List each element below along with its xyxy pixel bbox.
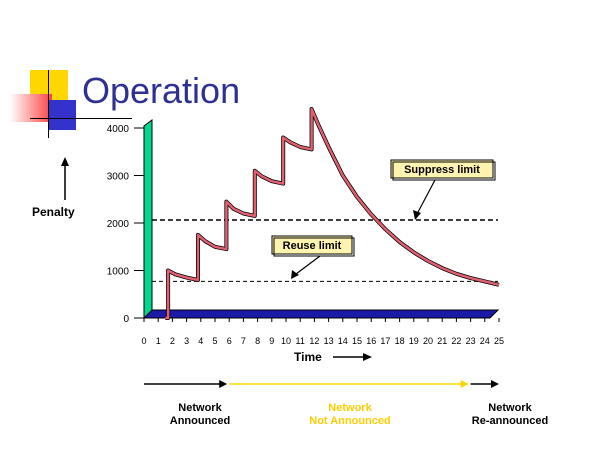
x-tick-label: 24 [480, 336, 490, 346]
x-tick-label: 22 [451, 336, 461, 346]
x-tick-label: 3 [184, 336, 189, 346]
phase-label: Network Not Announced [309, 402, 391, 427]
penalty-series-line [165, 107, 500, 320]
time-arrow-head [363, 353, 372, 361]
y-tick-label: 4000 [107, 124, 130, 135]
reuse-limit-box [271, 235, 353, 255]
x-tick-label: 15 [352, 336, 362, 346]
x-tick-label: 10 [281, 336, 291, 346]
suppress-limit-pointer-head [413, 210, 421, 220]
suppress-limit-box [390, 159, 494, 179]
phase-arrow-head [460, 380, 469, 388]
x-tick-label: 25 [494, 336, 504, 346]
x-axis-floor [142, 309, 500, 319]
y-tick-label: 2000 [107, 219, 130, 230]
x-tick-label: 20 [423, 336, 433, 346]
x-tick-label: 21 [437, 336, 447, 346]
phase-arrow-head [491, 380, 499, 388]
x-tick-label: 18 [395, 336, 405, 346]
x-tick-label: 17 [380, 336, 390, 346]
suppress-limit-pointer [416, 179, 436, 215]
x-tick-label: 2 [170, 336, 175, 346]
x-tick-label: 0 [141, 336, 146, 346]
x-tick-label: 19 [409, 336, 419, 346]
penalty-series-outline [165, 107, 500, 320]
x-tick-label: 1 [156, 336, 161, 346]
logo-red-block [10, 94, 52, 122]
phase-label: Network Re-announced [471, 402, 549, 427]
logo-vline [48, 70, 49, 138]
y-tick-label: 3000 [107, 172, 130, 183]
x-axis-label: Time [294, 350, 322, 364]
y-axis-wall [143, 119, 153, 319]
x-tick-label: 6 [227, 336, 232, 346]
x-tick-label: 5 [212, 336, 217, 346]
reuse-limit-pointer-head [291, 270, 299, 279]
x-tick-label: 9 [269, 336, 274, 346]
x-tick-label: 7 [241, 336, 246, 346]
suppress-limit-label: Suppress limit [404, 164, 480, 176]
y-tick-label: 0 [123, 314, 129, 325]
x-tick-label: 8 [255, 336, 260, 346]
x-tick-label: 11 [296, 336, 305, 346]
x-tick-label: 13 [324, 336, 334, 346]
reuse-limit-pointer [295, 255, 321, 275]
penalty-arrow-head [61, 157, 69, 166]
page-title: Operation [82, 70, 241, 111]
y-axis-label: Penalty [32, 205, 75, 219]
suppress-limit-box-shadow [392, 161, 496, 181]
x-tick-label: 23 [466, 336, 476, 346]
phase-arrow-head [219, 380, 228, 388]
x-tick-label: 12 [309, 336, 319, 346]
reuse-limit-box-shadow [273, 237, 355, 257]
x-tick-label: 4 [198, 336, 203, 346]
y-tick-label: 1000 [107, 267, 130, 278]
logo-hline [30, 118, 132, 119]
x-tick-label: 14 [338, 336, 348, 346]
reuse-limit-label: Reuse limit [283, 240, 342, 252]
logo-blue-block [48, 100, 76, 130]
x-tick-label: 16 [366, 336, 376, 346]
phase-label: Network Announced [169, 402, 231, 427]
